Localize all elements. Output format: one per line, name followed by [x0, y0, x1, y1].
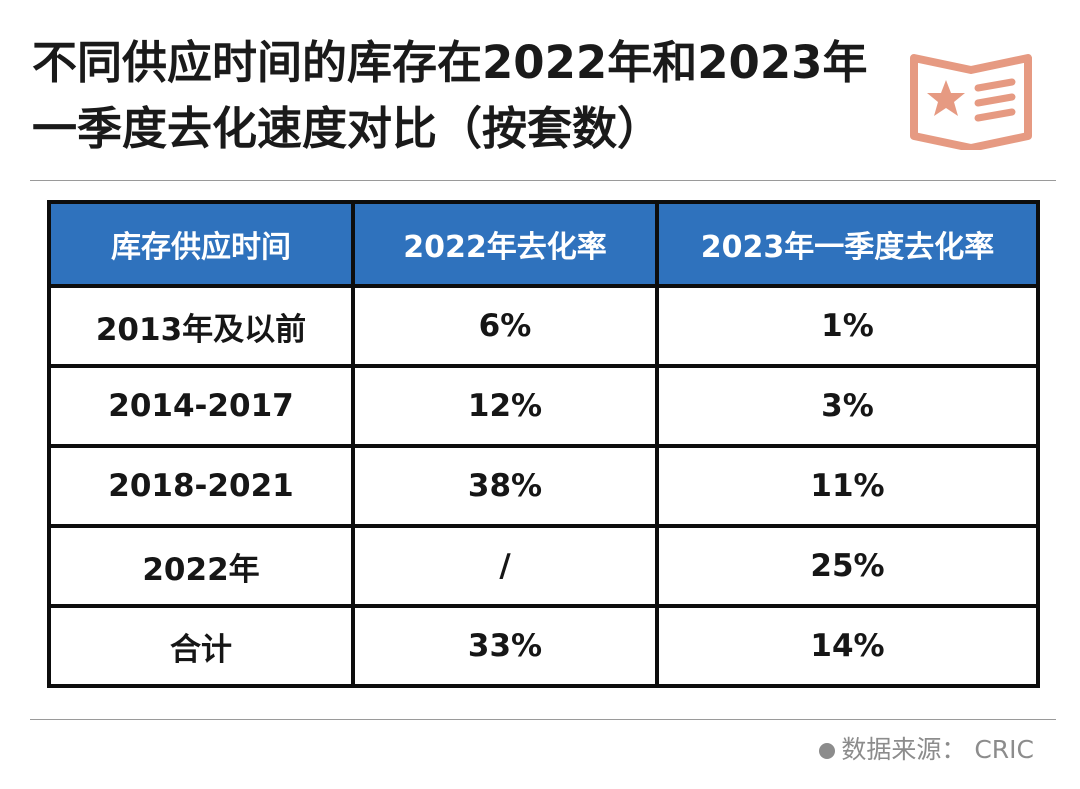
rate-2022-cell: / [351, 524, 659, 608]
title-divider [30, 180, 1056, 181]
table-row: 2022年 / 25% [47, 524, 1040, 608]
table-row: 2014-2017 12% 3% [47, 364, 1040, 448]
page-title: 不同供应时间的库存在2022年和2023年一季度去化速度对比（按套数） [32, 36, 868, 155]
rate-2022-cell: 6% [351, 284, 659, 368]
rate-2023q1-cell: 11% [655, 444, 1040, 528]
table-row-total: 合计 33% 14% [47, 604, 1040, 688]
supply-period-cell: 合计 [47, 604, 355, 688]
rate-2022-cell: 12% [351, 364, 659, 448]
destocking-rate-table: 库存供应时间 2022年去化率 2023年一季度去化率 2013年及以前 6% … [47, 200, 1040, 688]
rate-2022-cell: 33% [351, 604, 659, 688]
rate-2022-cell: 38% [351, 444, 659, 528]
supply-period-cell: 2022年 [47, 524, 355, 608]
table-header-row: 库存供应时间 2022年去化率 2023年一季度去化率 [47, 200, 1040, 288]
rate-2023q1-cell: 3% [655, 364, 1040, 448]
supply-period-cell: 2014-2017 [47, 364, 355, 448]
rate-2023q1-cell: 1% [655, 284, 1040, 368]
star-list-icon [910, 54, 1032, 150]
column-header-2023q1-rate: 2023年一季度去化率 [655, 200, 1040, 288]
column-header-supply-period: 库存供应时间 [47, 200, 355, 288]
table-row: 2013年及以前 6% 1% [47, 284, 1040, 368]
rate-2023q1-cell: 25% [655, 524, 1040, 608]
supply-period-cell: 2013年及以前 [47, 284, 355, 368]
rate-2023q1-cell: 14% [655, 604, 1040, 688]
data-source-text: 数据来源： CRIC [841, 735, 1034, 764]
column-header-2022-rate: 2022年去化率 [351, 200, 659, 288]
data-source: 数据来源： CRIC [819, 733, 1034, 767]
table-row: 2018-2021 38% 11% [47, 444, 1040, 528]
footer-divider [30, 719, 1056, 720]
bullet-dot-icon [819, 743, 836, 759]
supply-period-cell: 2018-2021 [47, 444, 355, 528]
